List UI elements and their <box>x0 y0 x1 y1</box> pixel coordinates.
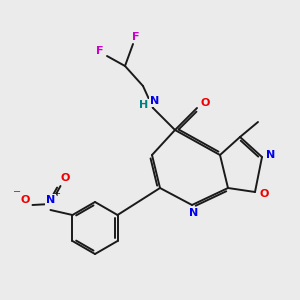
Text: F: F <box>132 32 140 42</box>
Text: N: N <box>266 150 276 160</box>
Text: F: F <box>96 46 104 56</box>
Text: +: + <box>53 190 60 199</box>
Text: N: N <box>150 96 160 106</box>
Text: −: − <box>14 187 22 197</box>
Text: N: N <box>189 208 199 218</box>
Text: H: H <box>140 100 148 110</box>
Text: O: O <box>259 189 269 199</box>
Text: O: O <box>21 195 30 205</box>
Text: N: N <box>46 195 55 205</box>
Text: O: O <box>200 98 210 108</box>
Text: O: O <box>61 173 70 183</box>
